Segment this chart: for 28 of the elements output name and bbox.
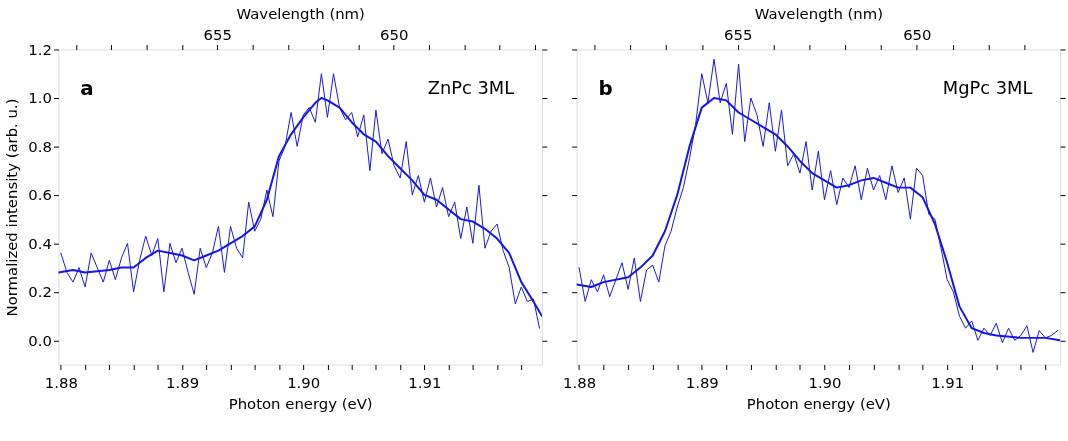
x-tick-label: 1.89 bbox=[166, 373, 200, 392]
y-tick-label: 0.6 bbox=[28, 186, 53, 205]
x2-axis-title: Wavelength (nm) bbox=[754, 5, 884, 24]
annotation: b bbox=[598, 77, 613, 101]
x2-tick-label: 655 bbox=[203, 26, 232, 45]
y-tick-label: 1.0 bbox=[28, 89, 53, 108]
x-tick-label: 1.90 bbox=[808, 373, 842, 392]
annotation: MgPc 3ML bbox=[942, 77, 1033, 99]
y-tick-label: 0.0 bbox=[28, 331, 53, 350]
x-tick-label: 1.90 bbox=[287, 373, 321, 392]
y-tick-label: 0.2 bbox=[28, 283, 53, 302]
x-tick-label: 1.91 bbox=[408, 373, 442, 392]
annotation: ZnPc 3ML bbox=[427, 77, 515, 99]
x-tick-label: 1.88 bbox=[563, 373, 597, 392]
y-tick-label: 0.4 bbox=[28, 234, 53, 253]
x-axis-title: Photon energy (eV) bbox=[746, 394, 891, 413]
x2-axis-title: Wavelength (nm) bbox=[236, 5, 365, 24]
y-tick-label: 0.8 bbox=[28, 137, 53, 156]
y-axis-title: Normalized intensity (arb. u.) bbox=[3, 98, 22, 317]
y-tick-label: 1.2 bbox=[28, 40, 53, 59]
x-axis-title: Photon energy (eV) bbox=[228, 394, 373, 413]
x-tick-label: 1.91 bbox=[931, 373, 965, 392]
x2-tick-label: 650 bbox=[380, 26, 409, 45]
x2-tick-label: 650 bbox=[903, 26, 932, 45]
x-tick-label: 1.88 bbox=[44, 373, 78, 392]
x2-tick-label: 655 bbox=[724, 26, 753, 45]
x-tick-label: 1.89 bbox=[685, 373, 719, 392]
annotation: a bbox=[80, 77, 94, 101]
